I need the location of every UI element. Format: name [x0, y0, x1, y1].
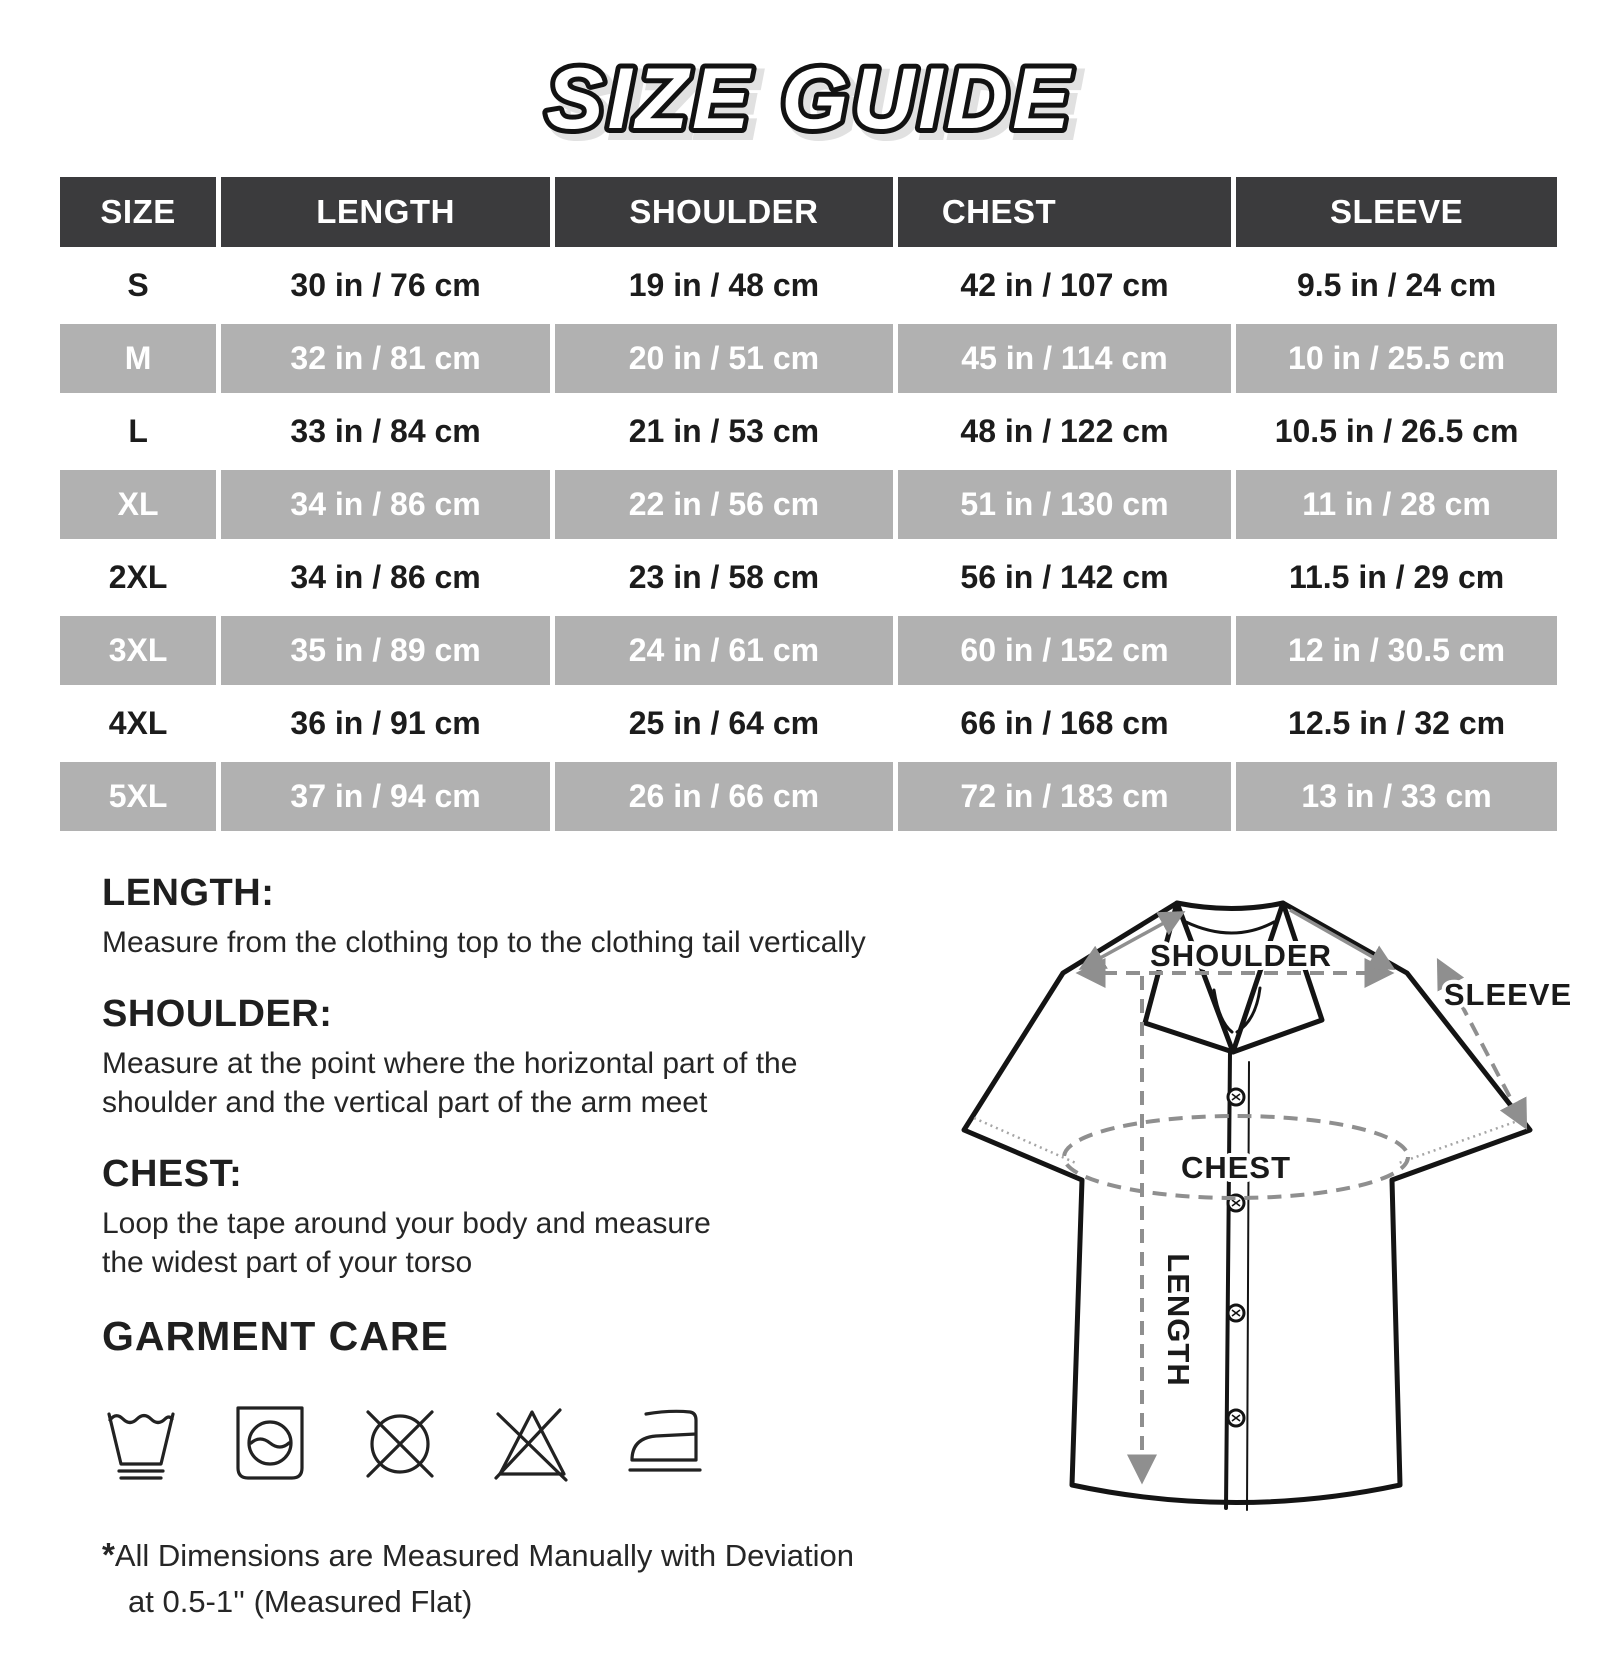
disclaimer-text: *All Dimensions are Measured Manually wi…: [102, 1530, 1022, 1626]
garment-care-icons: [102, 1398, 1022, 1486]
collar-inner-seam: [1184, 920, 1276, 935]
tumble-dry-icon: [236, 1406, 304, 1480]
length-cell: 35 in / 89 cm: [218, 614, 555, 687]
header-size: SIZE: [60, 177, 222, 249]
chest-cell: 51 in / 130 cm: [895, 468, 1237, 541]
sleeve-cell: 12 in / 30.5 cm: [1233, 614, 1557, 687]
table-row: 5XL 37 in / 94 cm 26 in / 66 cm 72 in / …: [60, 760, 1557, 831]
shoulder-cell: 21 in / 53 cm: [552, 395, 898, 468]
machine-wash-icon: [107, 1412, 175, 1480]
sleeve-cell: 13 in / 33 cm: [1233, 760, 1557, 831]
collar-stand-left: [1212, 988, 1234, 1034]
length-section-heading: LENGTH:: [102, 872, 275, 914]
garment-care-heading: GARMENT CARE: [102, 1312, 449, 1359]
chest-cell: 72 in / 183 cm: [895, 760, 1237, 831]
chest-section-heading: CHEST:: [102, 1152, 243, 1195]
chest-cell: 48 in / 122 cm: [895, 395, 1237, 468]
chest-cell: 56 in / 142 cm: [895, 541, 1237, 614]
diagram-sleeve-label: SLEEVE: [1444, 977, 1572, 1012]
shirt-measurement-diagram: SHOULDER SLEEVE CHEST LENGTH: [961, 900, 1575, 1511]
left-shoulder-slope-arrow: [1078, 911, 1186, 970]
left-sleeve-hem-stitch: [973, 1116, 1079, 1166]
sleeve-measure-arrow: [1436, 958, 1528, 1130]
disclaimer-line2: at 0.5-1'' (Measured Flat): [128, 1584, 473, 1620]
shoulder-section-heading: SHOULDER:: [102, 992, 333, 1035]
size-cell: M: [60, 322, 222, 395]
table-header-row: SIZE LENGTH SHOULDER CHEST SLEEVE: [60, 177, 1557, 249]
sleeve-cell: 11 in / 28 cm: [1233, 468, 1557, 541]
do-not-bleach-icon: [494, 1408, 568, 1482]
size-cell: S: [60, 249, 222, 322]
right-sleeve-hem-stitch: [1395, 1116, 1527, 1166]
do-not-dry-clean-icon: [366, 1410, 434, 1478]
disclaimer-line1: All Dimensions are Measured Manually wit…: [114, 1537, 854, 1573]
collar-stand-right: [1235, 986, 1262, 1034]
header-length: LENGTH: [218, 177, 555, 249]
table-row: L 33 in / 84 cm 21 in / 53 cm 48 in / 12…: [60, 395, 1557, 468]
shoulder-cell: 25 in / 64 cm: [552, 687, 898, 760]
diagram-chest-label: CHEST: [1181, 1150, 1291, 1185]
chest-cell: 42 in / 107 cm: [895, 249, 1237, 322]
chest-cell: 45 in / 114 cm: [895, 322, 1237, 395]
size-cell: 2XL: [60, 541, 222, 614]
length-cell: 36 in / 91 cm: [218, 687, 555, 760]
page-title-text: SIZE GUIDE: [546, 51, 1073, 147]
table-row: 3XL 35 in / 89 cm 24 in / 61 cm 60 in / …: [60, 614, 1557, 687]
shoulder-cell: 26 in / 66 cm: [552, 760, 898, 831]
table-row: S 30 in / 76 cm 19 in / 48 cm 42 in / 10…: [60, 249, 1557, 322]
size-cell: 3XL: [60, 614, 222, 687]
chest-cell: 66 in / 168 cm: [895, 687, 1237, 760]
sleeve-cell: 10 in / 25.5 cm: [1233, 322, 1557, 395]
table-row: 4XL 36 in / 91 cm 25 in / 64 cm 66 in / …: [60, 687, 1557, 760]
length-cell: 34 in / 86 cm: [218, 468, 555, 541]
shoulder-cell: 22 in / 56 cm: [552, 468, 898, 541]
diagram-shoulder-label: SHOULDER: [1150, 938, 1332, 973]
sleeve-cell: 9.5 in / 24 cm: [1233, 249, 1557, 322]
header-chest: CHEST: [895, 177, 1237, 249]
page-title: SIZE GUIDE SIZE GUIDE: [541, 46, 1081, 159]
size-chart-table: SIZE LENGTH SHOULDER CHEST SLEEVE S 30 i…: [60, 177, 1557, 831]
chest-section-body: Loop the tape around your body and measu…: [102, 1206, 711, 1280]
table-row: 2XL 34 in / 86 cm 23 in / 58 cm 56 in / …: [60, 541, 1557, 614]
measure-instructions: LENGTH: Measure from the clothing top to…: [102, 872, 1022, 1657]
length-cell: 33 in / 84 cm: [218, 395, 555, 468]
length-cell: 32 in / 81 cm: [218, 322, 555, 395]
shoulder-cell: 19 in / 48 cm: [552, 249, 898, 322]
page-title-shadow: SIZE GUIDE: [552, 57, 1079, 153]
shoulder-cell: 24 in / 61 cm: [552, 614, 898, 687]
placket-line-right: [1246, 1061, 1250, 1511]
header-sleeve: SLEEVE: [1233, 177, 1557, 249]
header-shoulder: SHOULDER: [552, 177, 898, 249]
size-cell: L: [60, 395, 222, 468]
sleeve-cell: 11.5 in / 29 cm: [1233, 541, 1557, 614]
length-cell: 37 in / 94 cm: [218, 760, 555, 831]
sleeve-cell: 10.5 in / 26.5 cm: [1233, 395, 1557, 468]
shirt-buttons: [1226, 1087, 1246, 1428]
shoulder-cell: 23 in / 58 cm: [552, 541, 898, 614]
length-cell: 30 in / 76 cm: [218, 249, 555, 322]
length-section-body: Measure from the clothing top to the clo…: [102, 926, 866, 959]
table-row: M 32 in / 81 cm 20 in / 51 cm 45 in / 11…: [60, 322, 1557, 395]
size-cell: 4XL: [60, 687, 222, 760]
chest-cell: 60 in / 152 cm: [895, 614, 1237, 687]
size-cell: XL: [60, 468, 222, 541]
shoulder-section-body: Measure at the point where the horizonta…: [102, 1046, 798, 1120]
shoulder-cell: 20 in / 51 cm: [552, 322, 898, 395]
iron-icon: [628, 1409, 702, 1472]
chest-measure-ellipse: [1062, 1114, 1410, 1200]
right-shoulder-slope-arrow: [1289, 908, 1396, 970]
diagram-length-label: LENGTH: [1161, 1253, 1196, 1386]
shirt-body-outline: [961, 900, 1533, 1505]
sleeve-cell: 12.5 in / 32 cm: [1233, 687, 1557, 760]
size-cell: 5XL: [60, 760, 222, 831]
disclaimer-star: *: [102, 1535, 115, 1573]
length-cell: 34 in / 86 cm: [218, 541, 555, 614]
placket-line-left: [1224, 1050, 1232, 1510]
table-row: XL 34 in / 86 cm 22 in / 56 cm 51 in / 1…: [60, 468, 1557, 541]
